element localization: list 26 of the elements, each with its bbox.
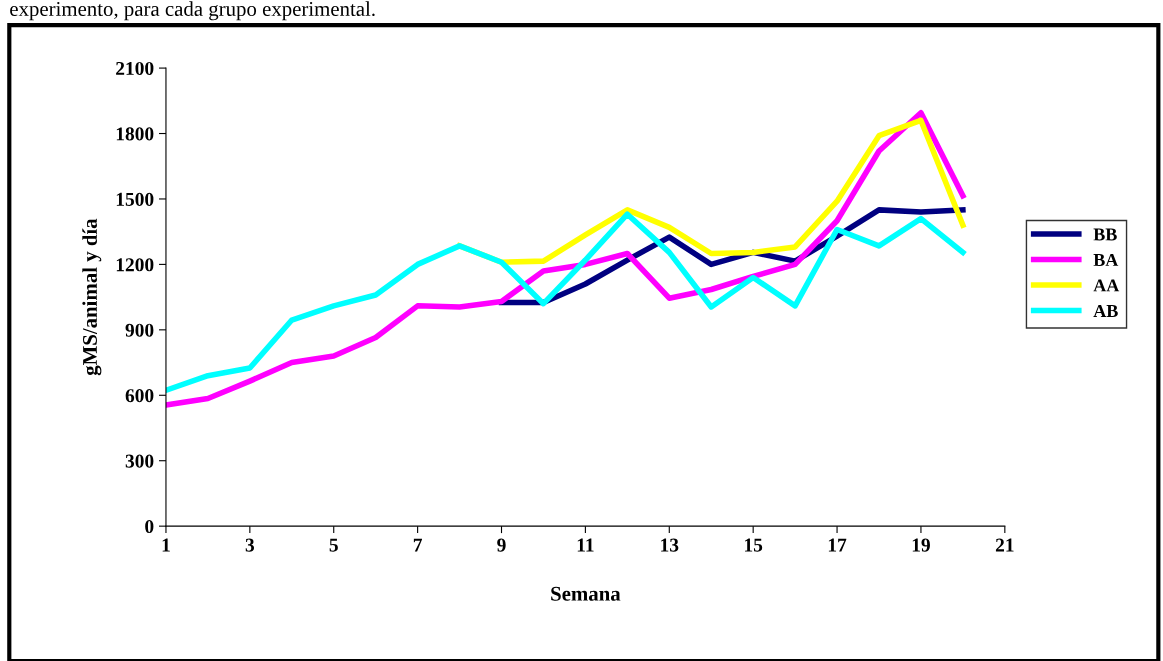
y-tick-label: 300 xyxy=(125,454,154,468)
legend-label: BA xyxy=(1093,253,1119,266)
y-tick-label: 0 xyxy=(145,519,154,534)
x-tick-label: 5 xyxy=(329,538,338,552)
x-tick-label: 15 xyxy=(745,538,763,552)
x-tick-label: 7 xyxy=(413,538,423,552)
legend-label: AB xyxy=(1093,304,1118,317)
y-tick-label: 1200 xyxy=(116,258,154,272)
x-tick-label: 21 xyxy=(995,538,1014,552)
y-tick-label: 1800 xyxy=(116,127,154,141)
x-tick-label: 17 xyxy=(828,538,847,552)
x-tick-label: 13 xyxy=(661,538,679,552)
y-tick-label: 900 xyxy=(125,323,154,337)
y-tick-label: 600 xyxy=(125,389,154,403)
y-axis-title: gMS/animal y día xyxy=(82,218,102,376)
x-tick-label: 3 xyxy=(245,538,255,552)
x-axis-title: Semana xyxy=(551,586,621,601)
legend-label: BB xyxy=(1093,228,1117,241)
text: experimento, para cada grupo experimental. xyxy=(10,1,375,21)
legend-label: AA xyxy=(1093,279,1120,292)
x-tick-label: 1 xyxy=(162,538,170,552)
x-tick-label: 11 xyxy=(577,538,594,552)
x-tick-label: 9 xyxy=(497,538,506,552)
y-tick-label: 2100 xyxy=(116,61,154,76)
y-tick-label: 1500 xyxy=(116,192,154,206)
x-tick-label: 19 xyxy=(912,538,930,552)
